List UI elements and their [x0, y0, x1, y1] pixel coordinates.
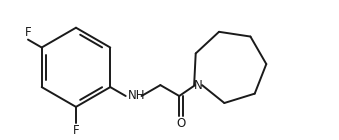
Text: NH: NH	[128, 89, 145, 102]
Text: O: O	[177, 117, 186, 130]
Text: F: F	[73, 124, 79, 137]
Text: F: F	[25, 26, 31, 39]
Text: N: N	[194, 79, 202, 92]
